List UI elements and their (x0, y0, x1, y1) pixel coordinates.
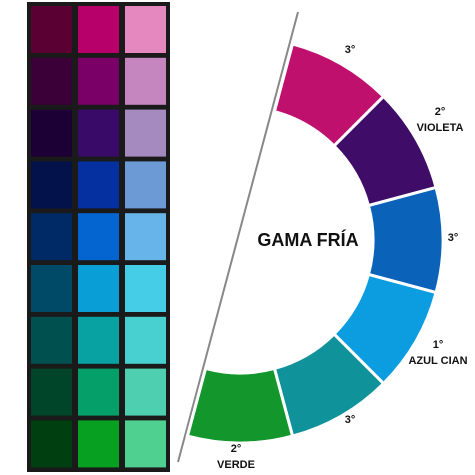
swatch (78, 109, 119, 157)
swatch (125, 6, 166, 53)
swatch (31, 213, 72, 261)
segment-degree: 2° (231, 443, 242, 455)
swatch (78, 420, 119, 468)
swatch (31, 161, 72, 209)
wheel-segment (185, 366, 295, 445)
swatch (78, 6, 119, 53)
swatch (31, 316, 72, 364)
swatch (78, 213, 119, 261)
swatch-grid (27, 2, 170, 472)
segment-name: VERDE (217, 459, 255, 471)
segment-name: AZUL CIAN (408, 355, 467, 367)
swatch (125, 161, 166, 209)
swatch (125, 368, 166, 416)
segment-degree: 3° (345, 44, 356, 56)
swatch (78, 161, 119, 209)
swatch (78, 265, 119, 312)
swatch (125, 316, 166, 364)
swatch (31, 57, 72, 105)
swatch (125, 57, 166, 105)
swatch (31, 265, 72, 312)
swatch (78, 368, 119, 416)
swatch (31, 420, 72, 468)
title: GAMA FRÍA (257, 229, 358, 250)
swatch (78, 316, 119, 364)
swatch (125, 420, 166, 468)
swatch (125, 265, 166, 312)
segment-degree: 3° (345, 414, 356, 426)
segment-degree: 1° (433, 339, 444, 351)
segment-degree: 2° (435, 106, 446, 118)
segment-name: VIOLETA (417, 122, 464, 134)
swatch (31, 368, 72, 416)
divider-line (177, 11, 299, 463)
color-wheel: 3° 2° VIOLETA 3° 1° AZUL CIAN 3° 2° VERDE (185, 42, 468, 471)
swatch (31, 6, 72, 53)
swatch (125, 109, 166, 157)
segment-degree: 3° (448, 232, 459, 244)
swatch (125, 213, 166, 261)
swatch (78, 57, 119, 105)
swatch (31, 109, 72, 157)
